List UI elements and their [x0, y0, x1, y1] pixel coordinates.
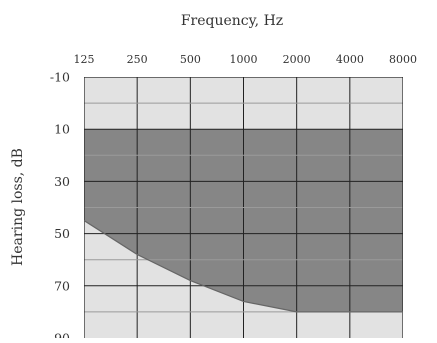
- y-tick-labels: -10 10 30 50 70 90: [50, 70, 70, 343]
- x-tick-label: 500: [180, 53, 201, 66]
- boundary-curve: [84, 220, 403, 313]
- x-tick-label: 8000: [389, 53, 417, 66]
- x-axis-title: Frequency, Hz: [181, 13, 283, 29]
- y-axis-title: Hearing loss, dB: [10, 148, 26, 266]
- y-tick-label: 70: [54, 278, 70, 293]
- x-tick-label: 4000: [336, 53, 364, 66]
- x-tick-label: 2000: [283, 53, 311, 66]
- y-tick-label: 50: [54, 226, 70, 241]
- grid-layer: [84, 77, 403, 338]
- y-tick-label: 90: [54, 331, 70, 339]
- y-tick-label: 10: [54, 122, 70, 137]
- y-tick-label: -10: [50, 70, 70, 85]
- x-tick-label: 125: [74, 53, 95, 66]
- x-tick-labels: 125 250 500 1000 2000 4000 8000: [74, 53, 418, 66]
- boundary-curve-layer: [84, 220, 403, 313]
- y-tick-label: 30: [54, 174, 70, 189]
- x-tick-label: 250: [127, 53, 148, 66]
- x-tick-label: 1000: [230, 53, 258, 66]
